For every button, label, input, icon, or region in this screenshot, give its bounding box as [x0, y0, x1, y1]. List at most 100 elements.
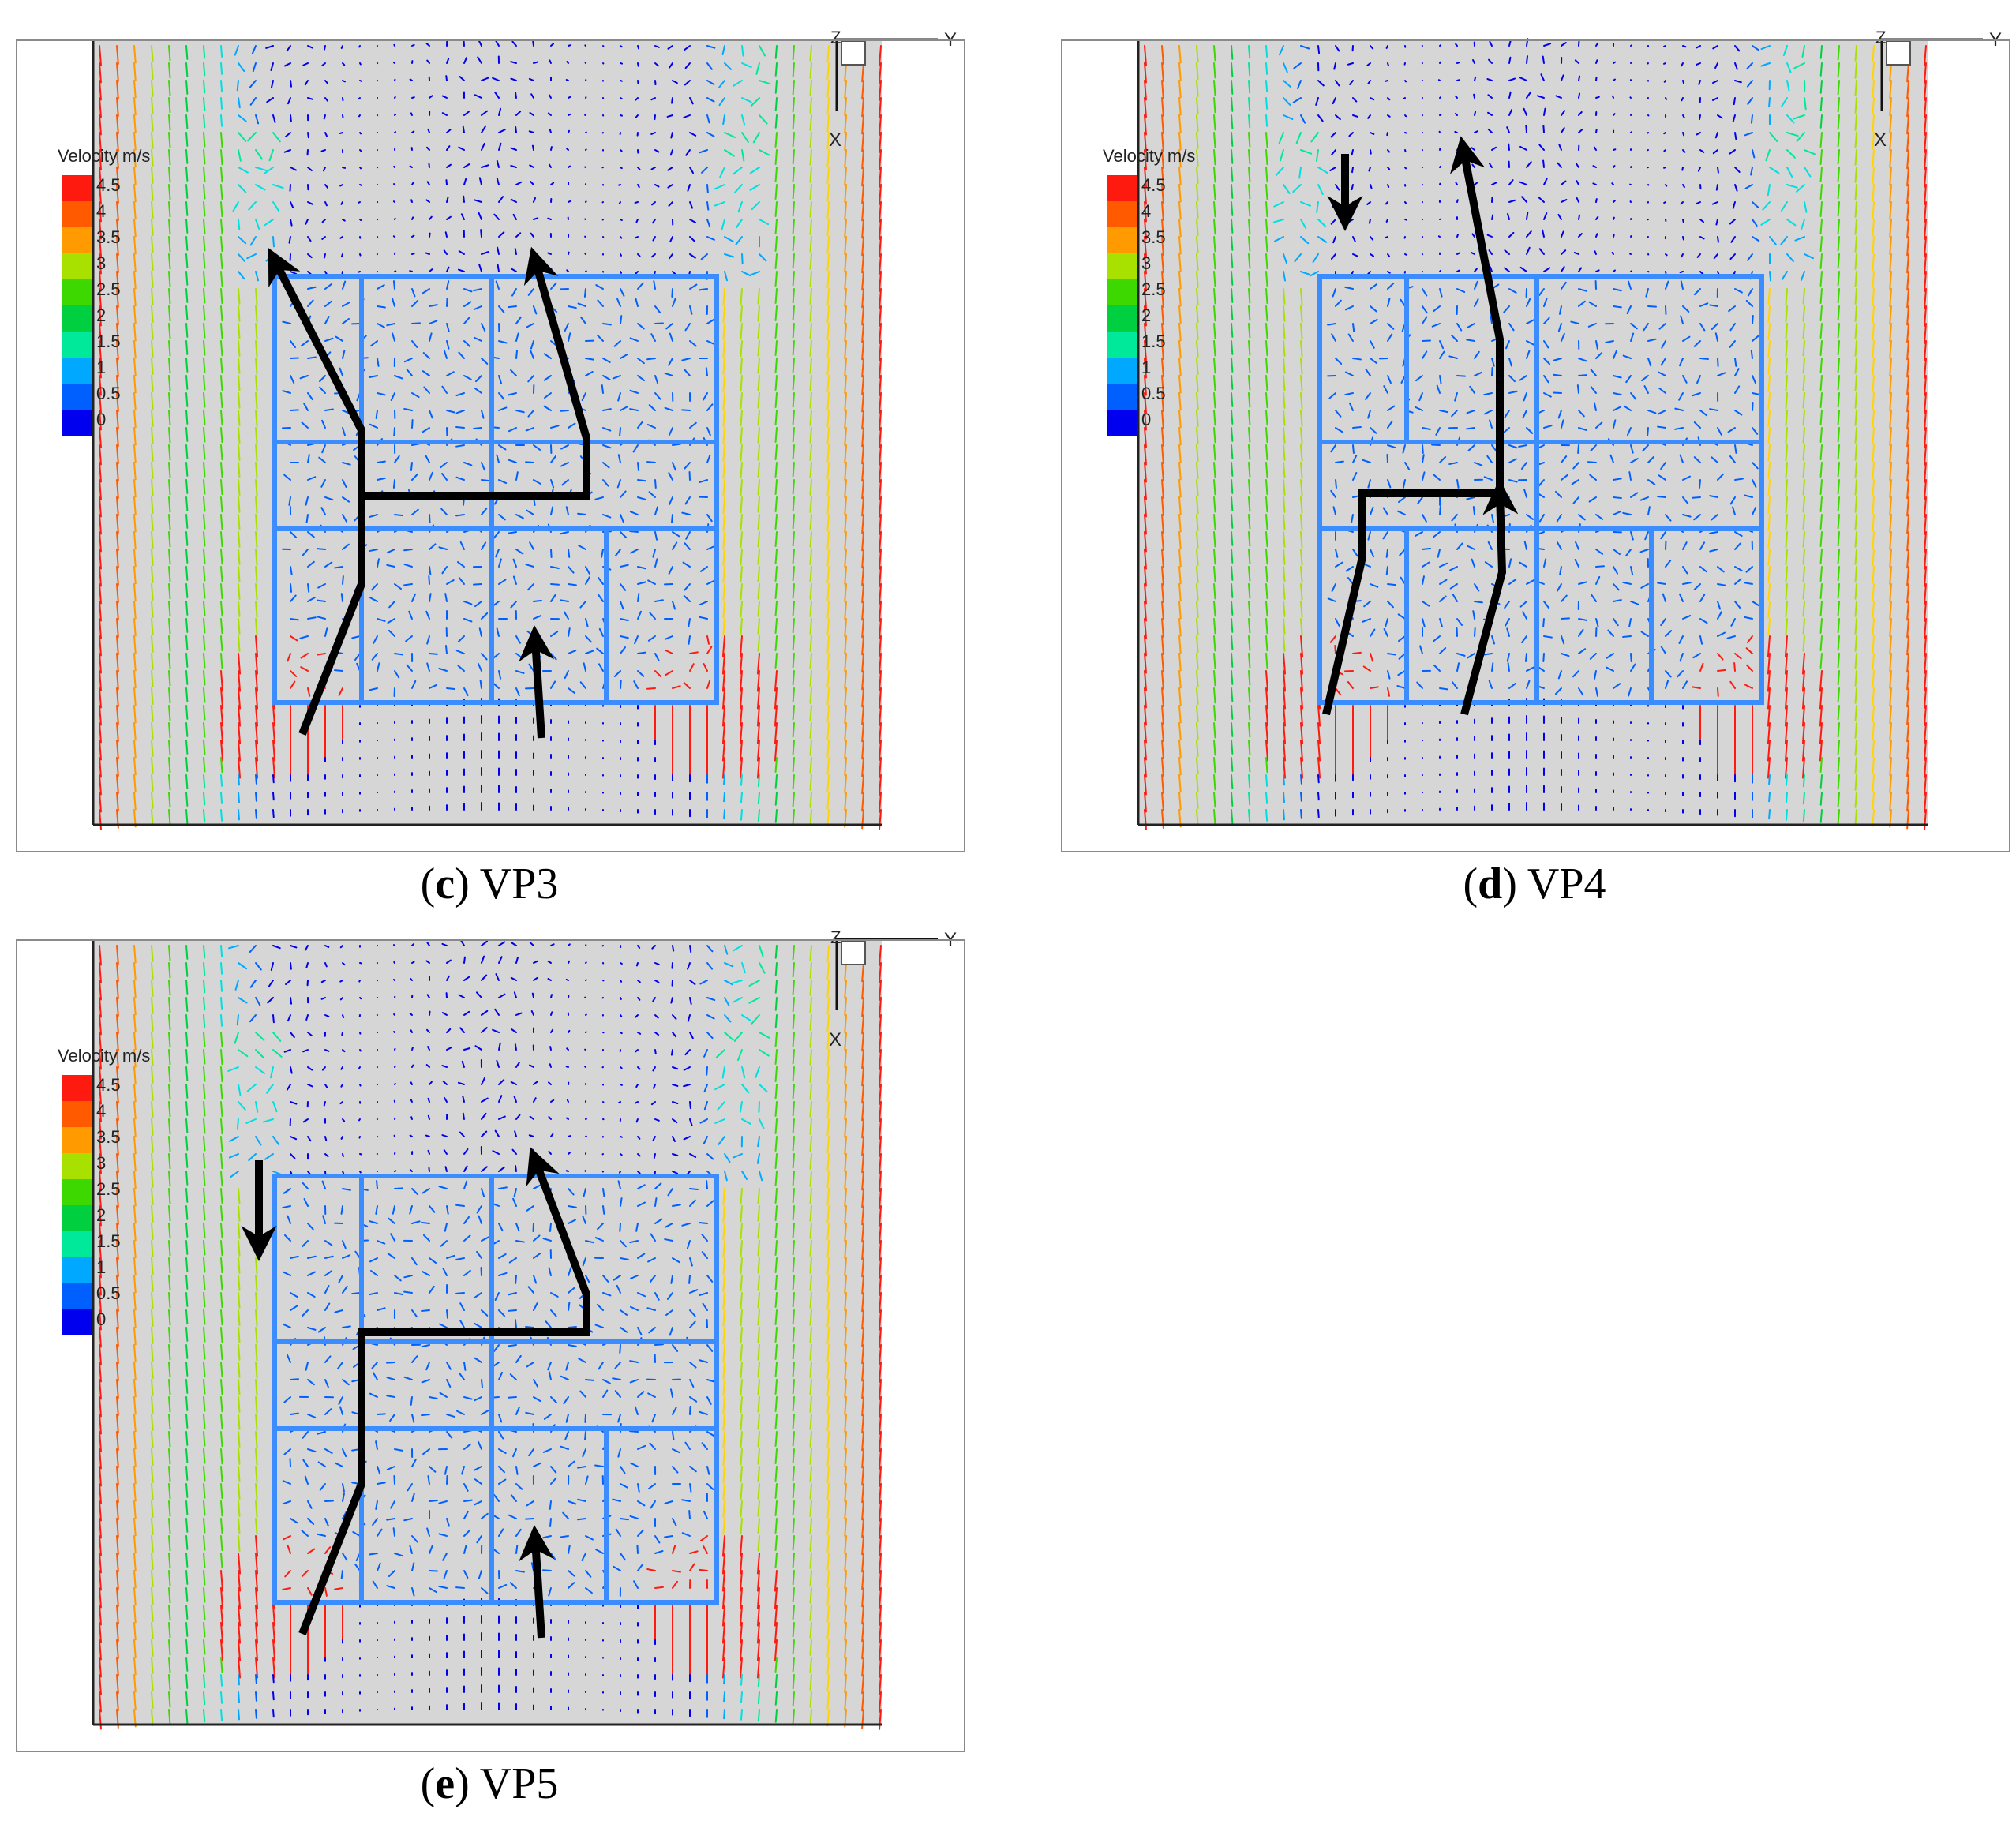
flow-path-arrows	[241, 1147, 590, 1639]
legend-tick: 2	[96, 1205, 106, 1225]
panel-frame	[16, 939, 965, 1752]
legend-swatch	[1107, 332, 1137, 358]
legend-swatch	[62, 1283, 92, 1309]
legend-tick: 2.5	[96, 1179, 121, 1199]
legend-tick: 2.5	[96, 279, 121, 299]
legend-tick: 0	[96, 1309, 106, 1329]
panel-d: Velocity m/s 4.5 4 3.5 3 2.5 2 1.5 1 0.5 0 Z Y X	[1059, 0, 2010, 854]
legend-swatch	[62, 332, 92, 358]
legend-tick: 1	[96, 1257, 106, 1277]
legend-swatch	[62, 358, 92, 384]
legend-tick: 2.5	[1141, 279, 1166, 299]
caption-c: (c) VP3	[420, 860, 559, 908]
caption-letter: e	[435, 1759, 455, 1808]
caption-d: (d) VP4	[1463, 860, 1606, 908]
legend-tick: 2	[96, 305, 106, 325]
flow-path	[362, 246, 590, 500]
velocity-vector-plot: Velocity m/s4.543.532.521.510.50Z YX	[58, 28, 957, 830]
legend-tick: 3.5	[1141, 227, 1166, 247]
caption-letter: d	[1478, 860, 1503, 908]
axis-z-label: Z	[830, 28, 841, 47]
legend-tick: 2	[1141, 305, 1151, 325]
legend-tick: 3	[96, 253, 106, 273]
flow-domain	[1138, 39, 1928, 825]
building-rooms	[1317, 274, 1764, 705]
legend-title: Velocity m/s	[58, 146, 150, 166]
legend-swatch	[62, 253, 92, 279]
axis-z-label: Z	[1875, 28, 1886, 47]
legend-swatch	[1107, 253, 1137, 279]
legend-swatch	[1107, 175, 1137, 201]
velocity-vectors	[99, 939, 882, 1730]
axis-x-label: X	[829, 1029, 841, 1051]
caption-e: (e) VP5	[420, 1759, 559, 1808]
velocity-vectors	[1144, 38, 1927, 830]
caption-letter: c	[435, 860, 455, 908]
caption-label: VP5	[479, 1759, 559, 1808]
flow-path	[298, 1147, 590, 1635]
axis-x-label: X	[1874, 129, 1887, 151]
flow-path	[519, 1525, 555, 1639]
legend-title: Velocity m/s	[1103, 146, 1195, 166]
legend-title: Velocity m/s	[58, 1046, 150, 1066]
axis-x-label: X	[829, 129, 841, 151]
legend-tick: 4.5	[1141, 175, 1166, 195]
legend-swatch	[62, 1075, 92, 1101]
flow-path	[268, 247, 365, 736]
building-rooms	[272, 1174, 719, 1605]
flow-path-arrows	[1322, 136, 1519, 716]
legend-swatch	[62, 1179, 92, 1205]
legend-tick: 0.5	[96, 1283, 121, 1303]
legend-tick: 4.5	[96, 1075, 121, 1095]
legend-swatch	[62, 384, 92, 410]
legend-swatch	[62, 1309, 92, 1335]
legend-swatch	[1107, 384, 1137, 410]
velocity-legend: Velocity m/s 4.5 4 3.5 3 2.5 2 1.5 1 0.5 0	[58, 1046, 150, 1335]
velocity-legend: Velocity m/s 4.5 4 3.5 3 2.5 2 1.5 1 0.5 0	[1103, 146, 1195, 436]
panel-e: Velocity m/s 4.5 4 3.5 3 2.5 2 1.5 1 0.5 0 Z Y X	[14, 900, 965, 1754]
legend-tick: 4	[96, 201, 106, 221]
legend-swatch	[1107, 358, 1137, 384]
axis-z-label: Z	[830, 927, 841, 947]
legend-swatch	[62, 1205, 92, 1231]
legend-tick: 3	[1141, 253, 1151, 273]
panel-frame	[1061, 39, 2010, 852]
legend-swatch	[62, 227, 92, 253]
legend-tick: 1	[96, 358, 106, 377]
legend-tick: 3.5	[96, 227, 121, 247]
legend-swatch	[62, 1127, 92, 1153]
legend-tick: 0	[1141, 410, 1151, 429]
legend-tick: 4	[96, 1101, 106, 1121]
legend-swatch	[1107, 227, 1137, 253]
panel-c: Velocity m/s 4.5 4 3.5 3 2.5 2 1.5 1 0.5 0 Z Y X	[14, 0, 965, 854]
legend-swatch	[1107, 279, 1137, 305]
legend-swatch	[62, 1101, 92, 1127]
legend-swatch	[62, 1231, 92, 1257]
caption-label: VP4	[1527, 860, 1606, 908]
legend-tick: 4.5	[96, 175, 121, 195]
legend-swatch	[1107, 201, 1137, 227]
legend-swatch	[1107, 410, 1137, 436]
legend-tick: 3.5	[96, 1127, 121, 1147]
velocity-vector-plot: Velocity m/s4.543.532.521.510.50Z YX	[58, 927, 957, 1730]
legend-tick: 1.5	[1141, 332, 1166, 351]
building-rooms	[272, 274, 719, 705]
legend-tick: 1	[1141, 358, 1151, 377]
caption-label: VP3	[479, 860, 559, 908]
legend-tick: 4	[1141, 201, 1151, 221]
legend-tick: 0.5	[1141, 384, 1166, 403]
legend-swatch	[62, 1153, 92, 1179]
legend-tick: 0.5	[96, 384, 121, 403]
legend-swatch	[62, 410, 92, 436]
legend-swatch	[1107, 305, 1137, 332]
legend-tick: 1.5	[96, 332, 121, 351]
velocity-legend: Velocity m/s 4.5 4 3.5 3 2.5 2 1.5 1 0.5 0	[58, 146, 150, 436]
legend-swatch	[62, 279, 92, 305]
legend-tick: 1.5	[96, 1231, 121, 1251]
flow-domain	[93, 39, 882, 825]
legend-tick: 0	[96, 410, 106, 429]
legend-swatch	[62, 201, 92, 227]
panel-frame	[16, 39, 965, 852]
flow-path	[1322, 136, 1504, 716]
legend-swatch	[62, 175, 92, 201]
